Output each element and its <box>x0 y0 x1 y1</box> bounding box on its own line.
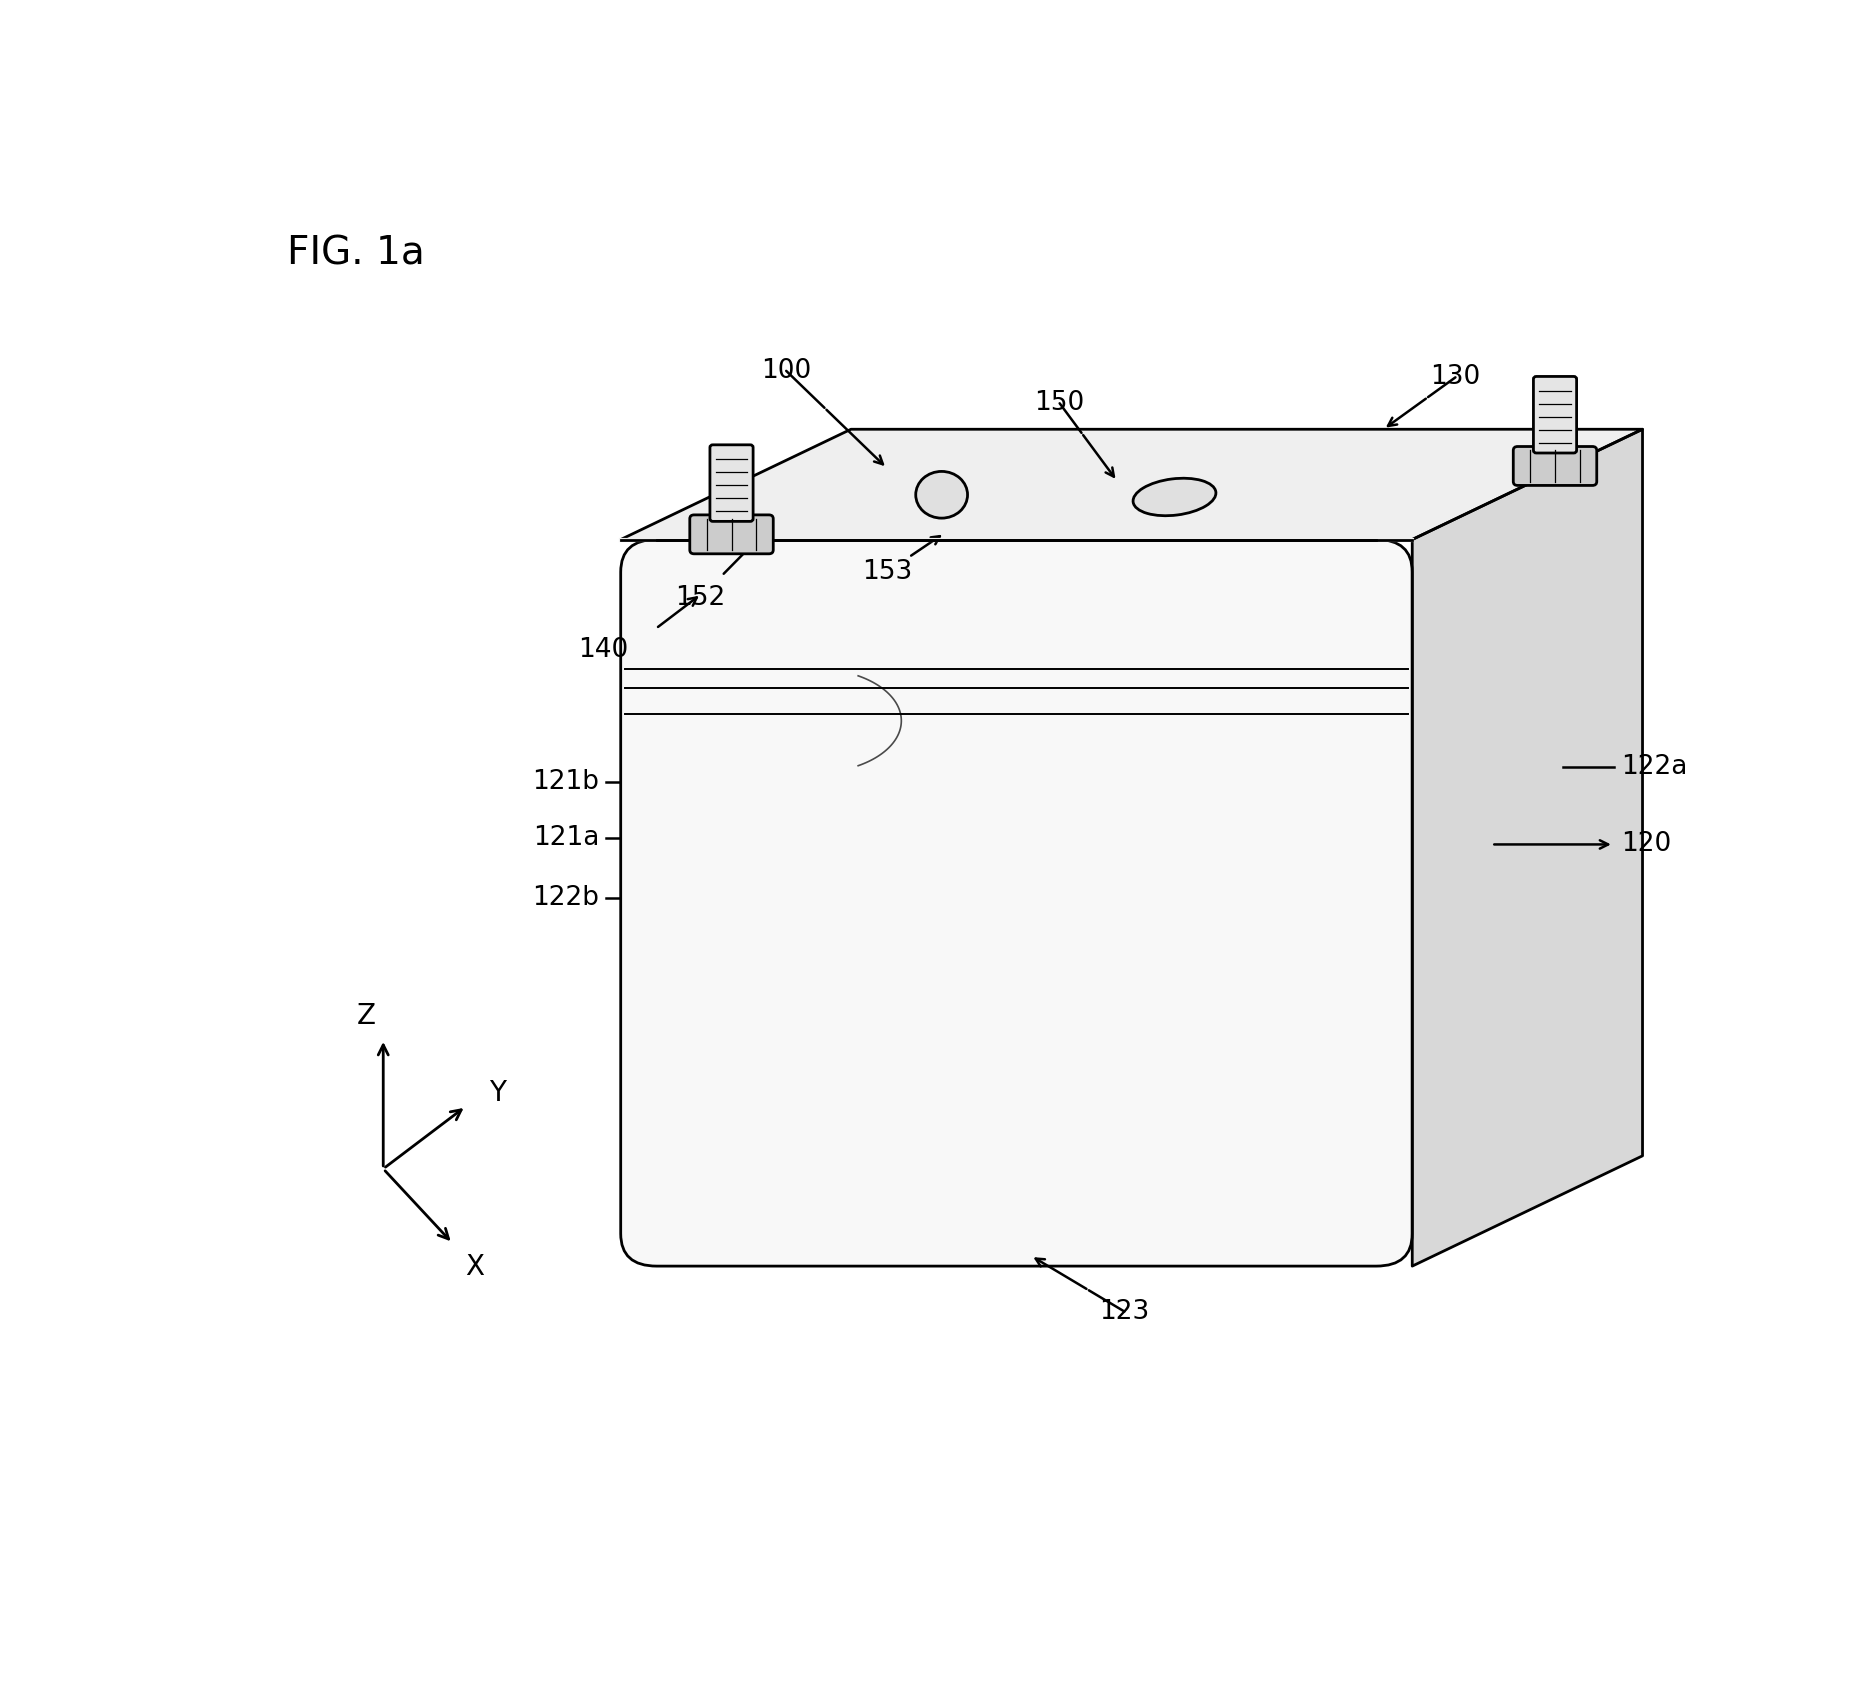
Text: 150: 150 <box>1034 391 1084 416</box>
Text: FIG. 1a: FIG. 1a <box>286 234 425 273</box>
Text: Y: Y <box>488 1080 507 1107</box>
Text: X: X <box>464 1252 483 1281</box>
Text: 121a: 121a <box>533 826 600 851</box>
Polygon shape <box>1413 430 1643 1265</box>
Text: 130: 130 <box>1430 364 1480 391</box>
Polygon shape <box>620 430 1643 539</box>
FancyBboxPatch shape <box>1513 447 1597 485</box>
Text: 100: 100 <box>761 357 812 384</box>
FancyBboxPatch shape <box>620 539 1413 1265</box>
Text: 140: 140 <box>578 637 628 662</box>
Text: 122b: 122b <box>533 885 600 910</box>
Text: Z: Z <box>357 1001 375 1030</box>
Text: 123: 123 <box>1099 1299 1149 1324</box>
Ellipse shape <box>1133 479 1216 516</box>
FancyBboxPatch shape <box>1534 376 1577 453</box>
Text: 122a: 122a <box>1621 753 1688 780</box>
Text: 120: 120 <box>1621 831 1671 858</box>
Text: 152: 152 <box>674 585 724 612</box>
Text: 153: 153 <box>862 559 912 585</box>
FancyBboxPatch shape <box>689 516 773 554</box>
Circle shape <box>916 472 967 517</box>
Text: 121b: 121b <box>533 768 600 795</box>
FancyBboxPatch shape <box>709 445 754 521</box>
